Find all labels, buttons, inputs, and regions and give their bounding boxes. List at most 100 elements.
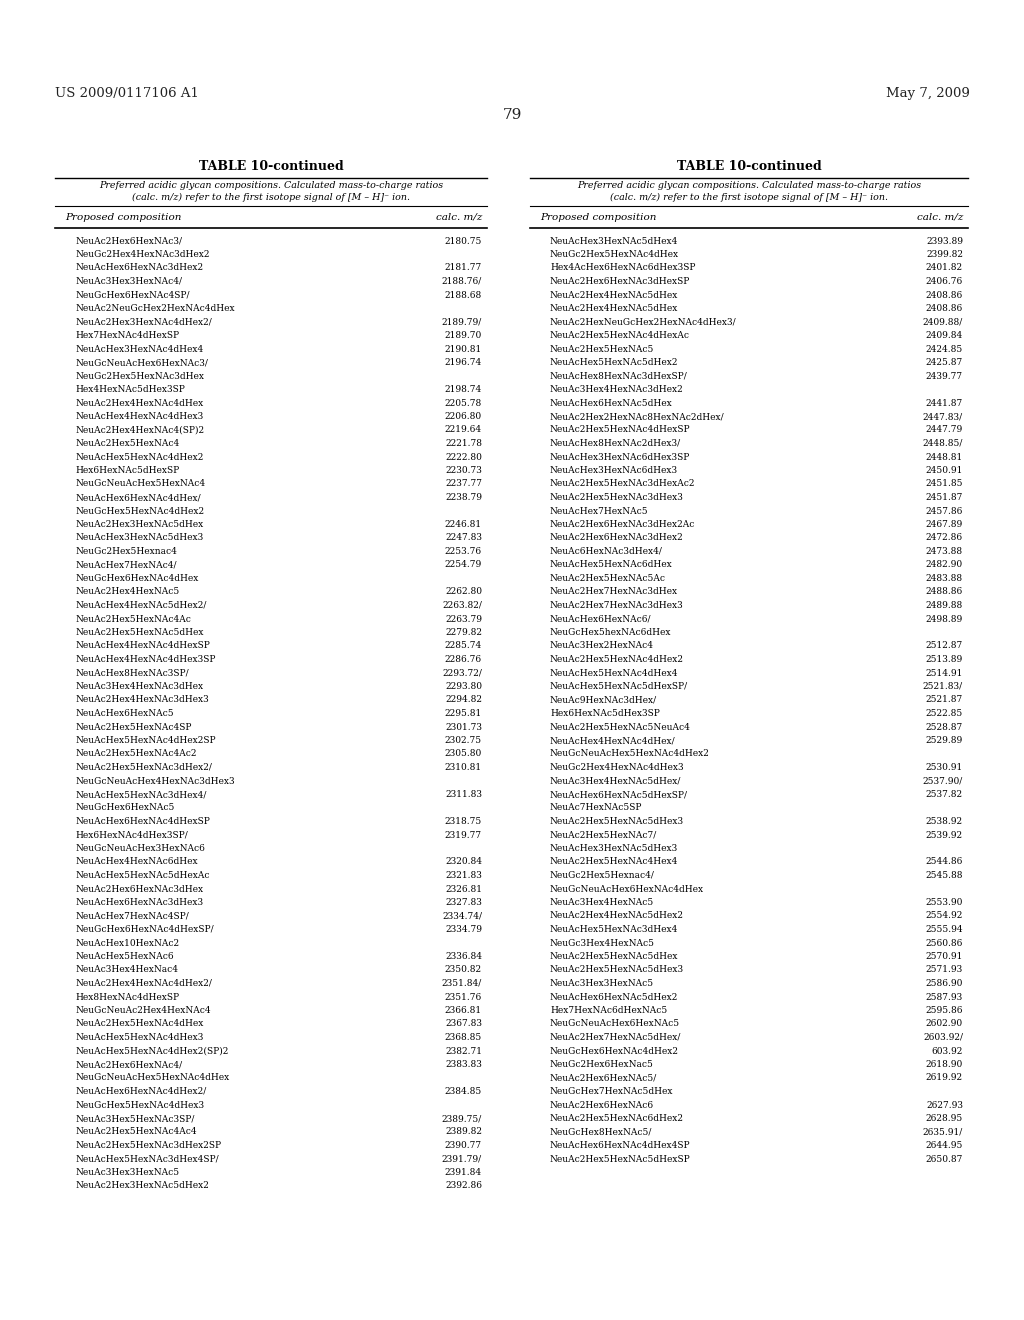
Text: NeuAcHex5HexNAc6: NeuAcHex5HexNAc6 [75, 952, 174, 961]
Text: NeuAc3Hex4HexNAc3dHex: NeuAc3Hex4HexNAc3dHex [75, 682, 203, 690]
Text: 2238.79: 2238.79 [445, 492, 482, 502]
Text: NeuAcHex5HexNAc4dHex2(SP)2: NeuAcHex5HexNAc4dHex2(SP)2 [75, 1047, 228, 1056]
Text: NeuAcHex8HexNAc3dHexSP/: NeuAcHex8HexNAc3dHexSP/ [550, 371, 688, 380]
Text: NeuAc2Hex5HexNAc4Ac4: NeuAc2Hex5HexNAc4Ac4 [75, 1127, 197, 1137]
Text: 2483.88: 2483.88 [926, 574, 963, 583]
Text: 2473.88: 2473.88 [926, 546, 963, 556]
Text: NeuAc2Hex5HexNAc3dHex2/: NeuAc2Hex5HexNAc3dHex2/ [75, 763, 212, 772]
Text: 2389.82: 2389.82 [445, 1127, 482, 1137]
Text: 2263.82/: 2263.82/ [442, 601, 482, 610]
Text: NeuAcHex6HexNAc3dHex2: NeuAcHex6HexNAc3dHex2 [75, 264, 203, 272]
Text: NeuAc2Hex4HexNAc4(SP)2: NeuAc2Hex4HexNAc4(SP)2 [75, 425, 204, 434]
Text: NeuGc2Hex5Hexnac4: NeuGc2Hex5Hexnac4 [75, 546, 177, 556]
Text: NeuGc2Hex5HexNAc3dHex: NeuGc2Hex5HexNAc3dHex [75, 371, 204, 380]
Text: 2384.85: 2384.85 [444, 1086, 482, 1096]
Text: NeuAc2Hex5HexNAc3dHexAc2: NeuAc2Hex5HexNAc3dHexAc2 [550, 479, 695, 488]
Text: NeuAcHex6HexNAc5dHex: NeuAcHex6HexNAc5dHex [550, 399, 673, 408]
Text: 2254.79: 2254.79 [444, 561, 482, 569]
Text: NeuGcNeuAcHex3HexNAc6: NeuGcNeuAcHex3HexNAc6 [75, 843, 205, 853]
Text: NeuAcHex7HexNAc4/: NeuAcHex7HexNAc4/ [75, 561, 176, 569]
Text: NeuAcHex8HexNAc2dHex3/: NeuAcHex8HexNAc2dHex3/ [550, 440, 681, 447]
Text: NeuGcNeuAcHex5HexNAc4dHex2: NeuGcNeuAcHex5HexNAc4dHex2 [550, 750, 710, 759]
Text: 2401.82: 2401.82 [926, 264, 963, 272]
Text: NeuAcHex6HexNAc4dHex2/: NeuAcHex6HexNAc4dHex2/ [75, 1086, 206, 1096]
Text: NeuAc2Hex5HexNAc4Ac: NeuAc2Hex5HexNAc4Ac [75, 615, 190, 623]
Text: 2595.86: 2595.86 [926, 1006, 963, 1015]
Text: NeuAc3Hex2HexNAc4: NeuAc3Hex2HexNAc4 [550, 642, 654, 651]
Text: NeuAcHex5HexNAc4dHex3: NeuAcHex5HexNAc4dHex3 [75, 1034, 204, 1041]
Text: 2544.86: 2544.86 [926, 858, 963, 866]
Text: NeuAcHex6HexNAc5dHex2: NeuAcHex6HexNAc5dHex2 [550, 993, 678, 1002]
Text: NeuGcHex6HexNAc5: NeuGcHex6HexNAc5 [75, 804, 174, 813]
Text: 2327.83: 2327.83 [445, 898, 482, 907]
Text: 2586.90: 2586.90 [926, 979, 963, 987]
Text: NeuAcHex5HexNAc5dHexAc: NeuAcHex5HexNAc5dHexAc [75, 871, 210, 880]
Text: 2383.83: 2383.83 [445, 1060, 482, 1069]
Text: NeuAc2Hex5HexNAc4dHex2: NeuAc2Hex5HexNAc4dHex2 [550, 655, 684, 664]
Text: 2310.81: 2310.81 [444, 763, 482, 772]
Text: NeuAcHex3HexNAc6dHex3SP: NeuAcHex3HexNAc6dHex3SP [550, 453, 690, 462]
Text: NeuAc3Hex3HexNAc4/: NeuAc3Hex3HexNAc4/ [75, 277, 182, 286]
Text: 2627.93: 2627.93 [926, 1101, 963, 1110]
Text: 2467.89: 2467.89 [926, 520, 963, 529]
Text: 2603.92/: 2603.92/ [923, 1034, 963, 1041]
Text: NeuGcHex8HexNAc5/: NeuGcHex8HexNAc5/ [550, 1127, 652, 1137]
Text: 2529.89: 2529.89 [926, 737, 963, 744]
Text: NeuAc2Hex5HexNAc5: NeuAc2Hex5HexNAc5 [550, 345, 654, 354]
Text: 2451.87: 2451.87 [926, 492, 963, 502]
Text: 2448.85/: 2448.85/ [923, 440, 963, 447]
Text: NeuAc2Hex5HexNAc4SP: NeuAc2Hex5HexNAc4SP [75, 722, 191, 731]
Text: 2253.76: 2253.76 [444, 546, 482, 556]
Text: NeuAc2Hex7HexNAc5dHex/: NeuAc2Hex7HexNAc5dHex/ [550, 1034, 681, 1041]
Text: NeuAc3Hex3HexNAc5: NeuAc3Hex3HexNAc5 [75, 1168, 179, 1177]
Text: US 2009/0117106 A1: US 2009/0117106 A1 [55, 87, 199, 99]
Text: 2351.76: 2351.76 [444, 993, 482, 1002]
Text: Proposed composition: Proposed composition [540, 213, 656, 222]
Text: 2560.86: 2560.86 [926, 939, 963, 948]
Text: 2553.90: 2553.90 [926, 898, 963, 907]
Text: calc. m/z: calc. m/z [435, 213, 482, 222]
Text: NeuAc6HexNAc3dHex4/: NeuAc6HexNAc3dHex4/ [550, 546, 663, 556]
Text: 2447.83/: 2447.83/ [923, 412, 963, 421]
Text: 2181.77: 2181.77 [444, 264, 482, 272]
Text: NeuAc2Hex4HexNAc5dHex2: NeuAc2Hex4HexNAc5dHex2 [550, 912, 684, 920]
Text: 2321.83: 2321.83 [445, 871, 482, 880]
Text: NeuGc2Hex5HexNAc4dHex: NeuGc2Hex5HexNAc4dHex [550, 249, 679, 259]
Text: NeuAcHex6HexNAc3dHex3: NeuAcHex6HexNAc3dHex3 [75, 898, 203, 907]
Text: NeuGc2Hex6HexNac5: NeuGc2Hex6HexNac5 [550, 1060, 654, 1069]
Text: 2587.93: 2587.93 [926, 993, 963, 1002]
Text: 2206.80: 2206.80 [444, 412, 482, 421]
Text: 2198.74: 2198.74 [444, 385, 482, 393]
Text: 2425.87: 2425.87 [926, 358, 963, 367]
Text: NeuAcHex3HexNAc5dHex4: NeuAcHex3HexNAc5dHex4 [550, 236, 678, 246]
Text: NeuGc3Hex4HexNAc5: NeuGc3Hex4HexNAc5 [550, 939, 655, 948]
Text: NeuAcHex6HexNAc5: NeuAcHex6HexNAc5 [75, 709, 174, 718]
Text: 2196.74: 2196.74 [444, 358, 482, 367]
Text: NeuAc2Hex5HexNAc4Hex4: NeuAc2Hex5HexNAc4Hex4 [550, 858, 678, 866]
Text: 2311.83: 2311.83 [445, 789, 482, 799]
Text: NeuAc2NeuGcHex2HexNAc4dHex: NeuAc2NeuGcHex2HexNAc4dHex [75, 304, 234, 313]
Text: 2447.79: 2447.79 [926, 425, 963, 434]
Text: 2350.82: 2350.82 [444, 965, 482, 974]
Text: NeuGcHex6HexNAc4dHex: NeuGcHex6HexNAc4dHex [75, 574, 199, 583]
Text: 2439.77: 2439.77 [926, 371, 963, 380]
Text: NeuAc2Hex5HexNAc4dHex: NeuAc2Hex5HexNAc4dHex [75, 1019, 204, 1028]
Text: 2528.87: 2528.87 [926, 722, 963, 731]
Text: 2512.87: 2512.87 [926, 642, 963, 651]
Text: 2408.86: 2408.86 [926, 290, 963, 300]
Text: NeuAcHex4HexNAc4dHexSP: NeuAcHex4HexNAc4dHexSP [75, 642, 210, 651]
Text: NeuGcNeuAcHex6HexNAc4dHex: NeuGcNeuAcHex6HexNAc4dHex [550, 884, 705, 894]
Text: 2294.82: 2294.82 [445, 696, 482, 705]
Text: 2188.76/: 2188.76/ [441, 277, 482, 286]
Text: NeuAcHex6HexNAc4dHexSP: NeuAcHex6HexNAc4dHexSP [75, 817, 210, 826]
Text: 2390.77: 2390.77 [444, 1140, 482, 1150]
Text: NeuAc2Hex5HexNAc5dHex3: NeuAc2Hex5HexNAc5dHex3 [550, 817, 684, 826]
Text: NeuAc2Hex6HexNAc6: NeuAc2Hex6HexNAc6 [550, 1101, 654, 1110]
Text: 2451.85: 2451.85 [926, 479, 963, 488]
Text: 2555.94: 2555.94 [926, 925, 963, 935]
Text: NeuAc2Hex4HexNAc4dHex: NeuAc2Hex4HexNAc4dHex [75, 399, 203, 408]
Text: 2334.74/: 2334.74/ [442, 912, 482, 920]
Text: 2334.79: 2334.79 [445, 925, 482, 935]
Text: calc. m/z: calc. m/z [916, 213, 963, 222]
Text: 2295.81: 2295.81 [444, 709, 482, 718]
